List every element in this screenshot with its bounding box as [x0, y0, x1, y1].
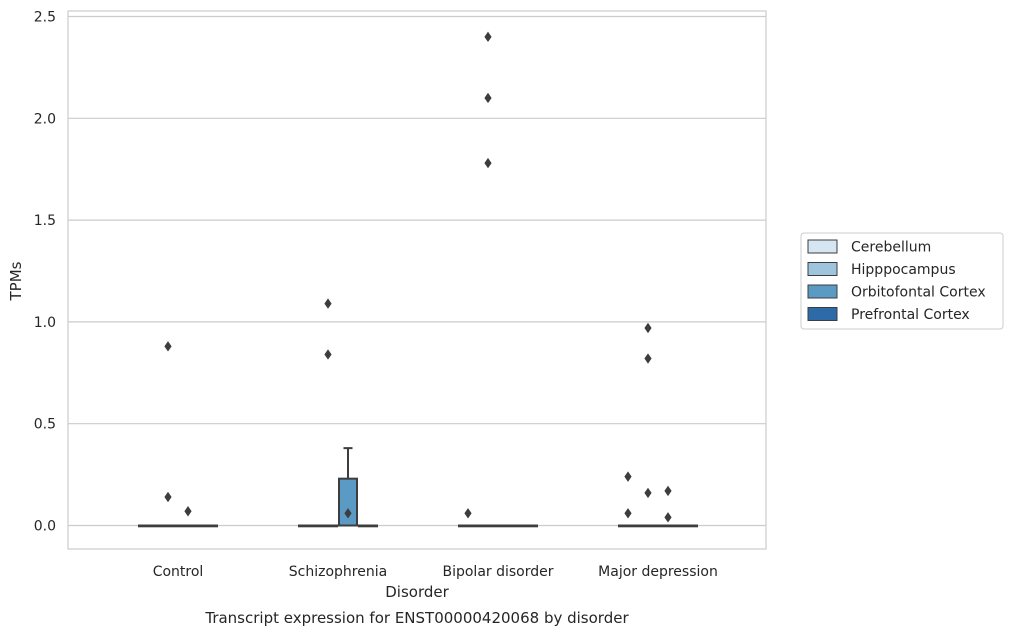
- grid-lines: [68, 15, 766, 527]
- plot-frame: [67, 10, 767, 550]
- legend-frame: [800, 232, 1004, 330]
- x-tick-label: Control: [153, 564, 204, 580]
- legend-label: Prefrontal Cortex: [851, 307, 970, 323]
- legend: Cerebellum Hipppocampus Orbitofontal Corte…: [800, 232, 1004, 330]
- y-tick-label: 0.5: [34, 417, 56, 433]
- outlier-point: [644, 353, 652, 364]
- outlier-point: [324, 298, 332, 309]
- y-tick-label: 2.5: [34, 10, 56, 26]
- outlier-point: [464, 508, 472, 519]
- outlier-point: [644, 487, 652, 499]
- outlier-point: [324, 349, 332, 360]
- outlier-point: [344, 508, 352, 519]
- legend-swatch: [807, 262, 838, 276]
- y-tick-label: 2.0: [34, 111, 56, 127]
- outlier-point: [484, 92, 492, 104]
- y-tick-label: 1.0: [34, 315, 56, 331]
- outlier-point: [184, 506, 192, 517]
- outlier-point: [484, 157, 492, 169]
- y-tick-label: 0.0: [34, 519, 56, 535]
- x-tick-label: Bipolar disorder: [442, 564, 553, 580]
- legend-label: Cerebellum: [851, 240, 931, 256]
- box-plot-marks: [138, 31, 698, 528]
- y-tick-labels: 0.0 0.5 1.0 1.5 2.0 2.5: [34, 10, 56, 535]
- outlier-point: [164, 341, 172, 352]
- x-axis-label: Disorder: [385, 583, 449, 601]
- legend-swatch: [807, 239, 838, 254]
- outlier-point: [664, 485, 672, 497]
- outlier-point: [484, 31, 492, 43]
- legend-swatch: [807, 284, 838, 299]
- outlier-point: [644, 322, 652, 334]
- y-tick-label: 1.5: [34, 213, 56, 229]
- legend-label: Orbitofontal Cortex: [851, 285, 986, 301]
- outlier-point: [624, 471, 632, 482]
- legend-label: Hipppocampus: [851, 262, 956, 278]
- outlier-point: [164, 491, 172, 503]
- x-tick-label: Major depression: [598, 564, 718, 580]
- outlier-point: [664, 512, 672, 523]
- chart-caption: Transcript expression for ENST0000042006…: [204, 609, 629, 627]
- outlier-point: [624, 508, 632, 519]
- x-tick-label: Schizophrenia: [289, 564, 387, 580]
- legend-swatch: [807, 307, 838, 321]
- x-tick-labels: Control Schizophrenia Bipolar disorder Majo…: [153, 564, 718, 580]
- y-axis-label: TPMs: [7, 261, 25, 301]
